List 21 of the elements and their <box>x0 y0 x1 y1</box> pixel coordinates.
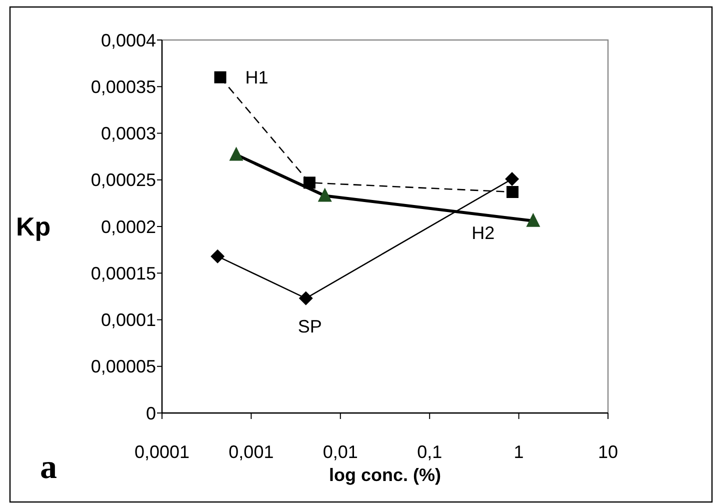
x-tick-label: 0,0001 <box>134 442 190 462</box>
y-tick-label: 0,00025 <box>90 170 156 190</box>
y-tick-label: 0,0003 <box>100 124 156 144</box>
x-tick-label: 0,001 <box>228 442 274 462</box>
x-tick-label: 0,01 <box>322 442 358 462</box>
x-tick-label: 1 <box>514 442 524 462</box>
series-label: H2 <box>472 222 495 243</box>
y-tick-label: 0 <box>146 403 156 424</box>
x-axis-title: log conc. (%) <box>329 465 442 485</box>
y-tick-label: 0,0002 <box>100 216 156 237</box>
y-tick-label: 0,0004 <box>100 30 156 50</box>
y-axis-title: Kp <box>16 212 51 242</box>
text: a <box>40 449 57 486</box>
x-tick-label: 10 <box>598 442 618 462</box>
y-tick-label: 0,00005 <box>90 356 156 377</box>
y-tick-label: 0,00035 <box>90 76 156 97</box>
series-label: H1 <box>245 67 268 88</box>
y-tick-label: 0,00015 <box>90 263 156 284</box>
y-tick-label: 0,0001 <box>100 310 156 330</box>
series-label: SP <box>298 316 322 336</box>
x-tick-label: 0,1 <box>417 442 442 462</box>
